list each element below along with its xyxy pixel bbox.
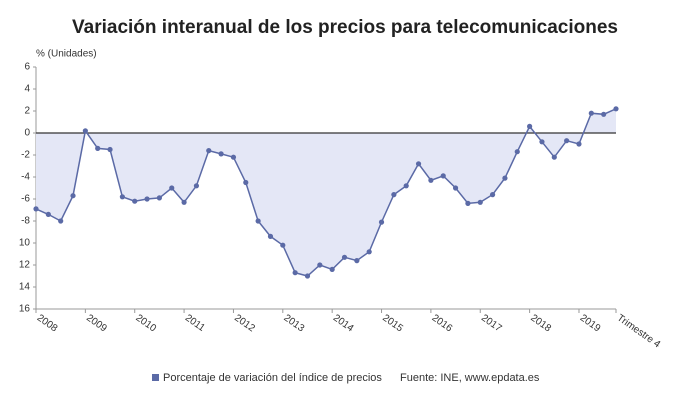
point — [440, 173, 446, 179]
x-tick-label: 2014 — [331, 313, 356, 335]
y-tick-label: 16 — [19, 304, 31, 315]
point — [354, 258, 360, 264]
y-tick-label: -4 — [21, 172, 30, 183]
point — [378, 219, 385, 225]
point — [588, 110, 594, 116]
y-tick-label: -8 — [21, 216, 30, 227]
point — [415, 161, 422, 167]
x-tick-label: 2019 — [578, 313, 603, 335]
point — [58, 218, 64, 224]
point — [502, 175, 508, 181]
y-axis-label: % (Unidades) — [36, 49, 97, 60]
point — [304, 273, 311, 279]
point — [452, 185, 459, 191]
y-tick-label: -6 — [21, 194, 30, 205]
point — [564, 138, 570, 144]
point — [255, 218, 261, 224]
x-tick-label: 2008 — [35, 313, 60, 335]
point — [477, 199, 483, 205]
point — [144, 196, 150, 202]
point — [391, 192, 397, 198]
source: Fuente: INE, www.epdata.es — [400, 372, 540, 384]
point — [551, 154, 557, 160]
point — [230, 154, 237, 160]
y-tick-label: -2 — [21, 150, 30, 161]
x-tick-label: 2016 — [430, 313, 455, 335]
point — [243, 179, 249, 186]
x-tick-label: 2013 — [282, 313, 307, 335]
area — [36, 108, 616, 276]
point — [317, 262, 323, 268]
point — [193, 183, 200, 189]
point — [341, 254, 348, 260]
y-tick-label: 6 — [24, 62, 30, 73]
chart-title: Variación interanual de los precios para… — [72, 17, 618, 38]
point — [428, 177, 434, 183]
point — [527, 123, 533, 129]
y-tick-label: 4 — [24, 84, 30, 95]
x-tick-label: 2015 — [380, 313, 405, 335]
point — [156, 195, 163, 201]
x-tick-label: 2010 — [133, 313, 158, 335]
point — [366, 249, 372, 255]
point — [119, 194, 125, 200]
point — [169, 185, 175, 191]
point — [70, 193, 76, 199]
point — [292, 270, 298, 276]
point — [267, 233, 274, 239]
legend-marker — [152, 374, 159, 381]
point — [576, 141, 582, 147]
y-tick-label: 10 — [19, 238, 31, 249]
point — [95, 145, 101, 151]
y-tick-label: 14 — [19, 282, 31, 293]
y-tick-label: 0 — [24, 128, 30, 139]
point — [132, 198, 138, 204]
point — [82, 128, 88, 134]
point — [403, 183, 409, 189]
point — [218, 151, 224, 157]
point — [489, 192, 496, 198]
x-tick-label: 2017 — [479, 313, 504, 335]
point — [33, 206, 39, 212]
point — [539, 139, 545, 145]
point — [601, 111, 607, 117]
x-tick-label: Trimestre 4 — [615, 313, 663, 351]
legend-label: Porcentaje de variación del índice de pr… — [163, 372, 382, 384]
x-tick-label: 2009 — [84, 313, 109, 335]
point — [107, 146, 113, 153]
y-tick-label: 2 — [24, 106, 30, 117]
x-tick-label: 2012 — [232, 313, 257, 335]
point — [206, 148, 212, 154]
y-tick-label: 12 — [19, 260, 31, 271]
point — [280, 242, 286, 248]
point — [181, 199, 187, 205]
point — [45, 211, 51, 217]
point — [613, 106, 619, 112]
point — [329, 266, 335, 272]
x-tick-label: 2018 — [528, 313, 553, 335]
point — [514, 149, 520, 155]
point — [465, 200, 471, 206]
x-tick-label: 2011 — [183, 313, 207, 335]
